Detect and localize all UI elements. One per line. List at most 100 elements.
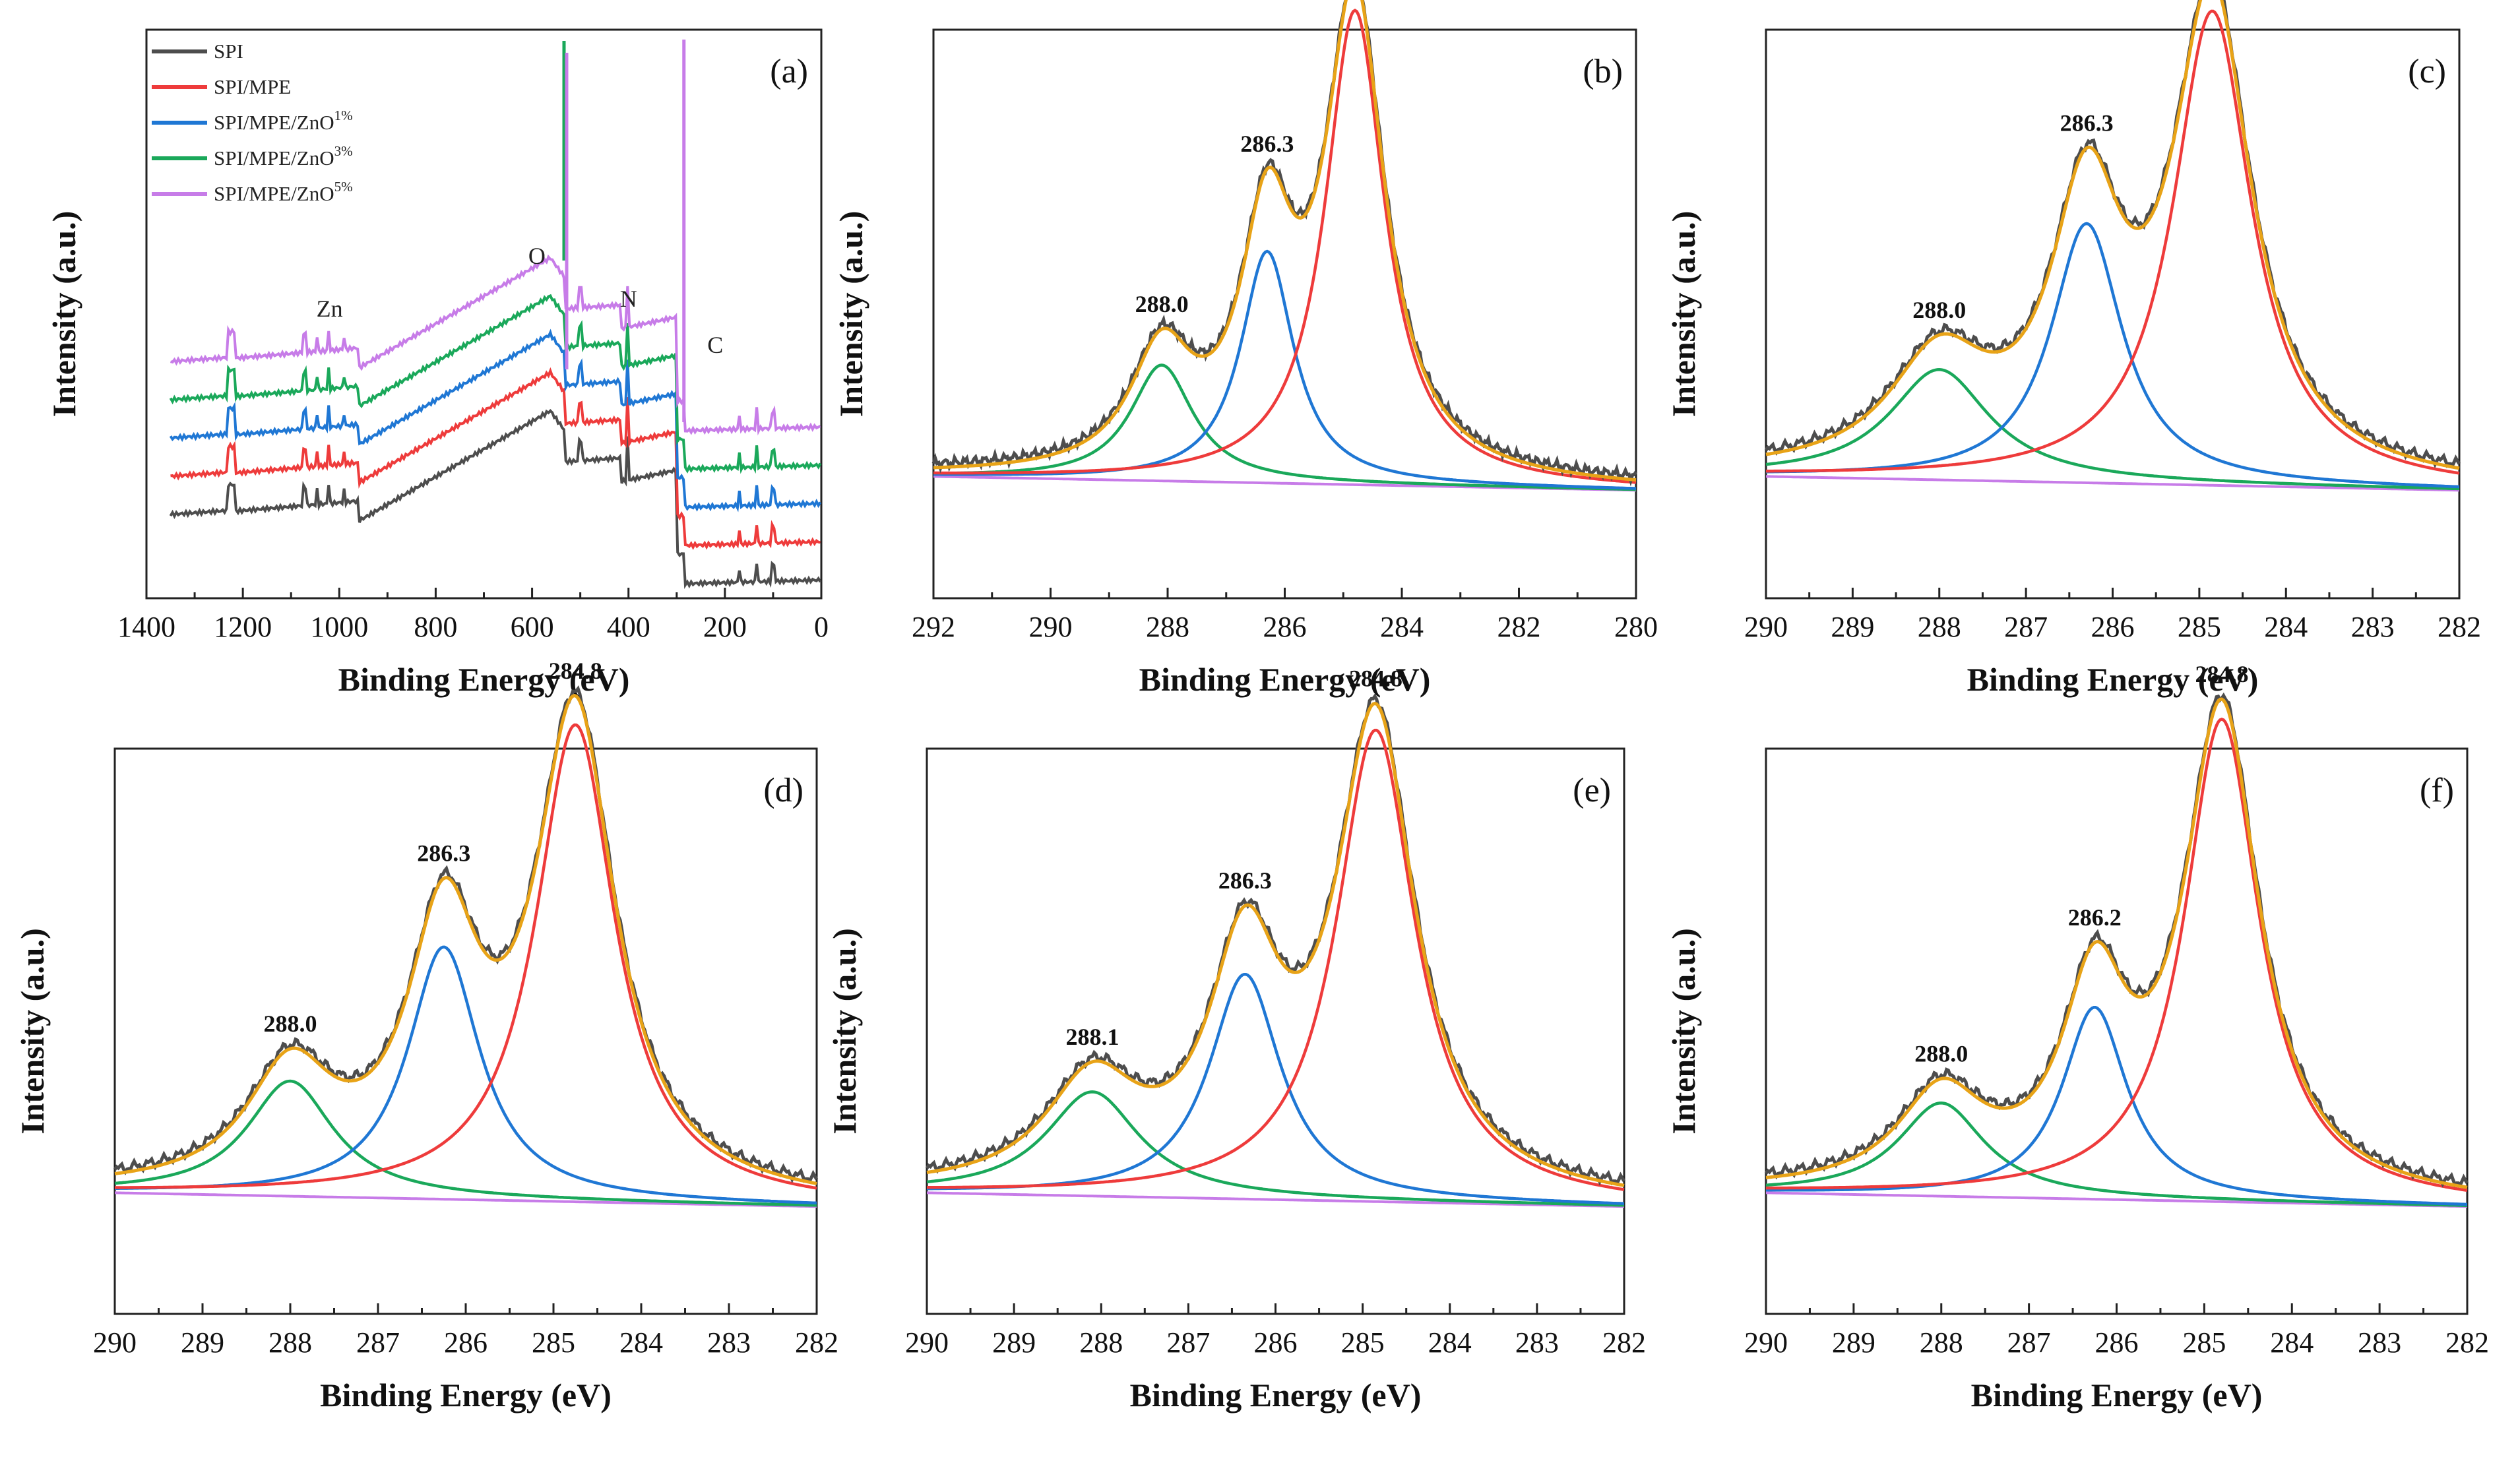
x-tick-label: 288: [1146, 611, 1189, 643]
y-axis-label: Intensity (a.u.): [1665, 928, 1702, 1134]
legend-label-sup: 5%: [334, 179, 353, 195]
legend-label-text: SPI/MPE/ZnO: [214, 111, 334, 134]
fit-envelope: [1765, 697, 2468, 1189]
x-tick-label: 600: [511, 611, 554, 643]
peak-label: 286.2: [2068, 904, 2122, 931]
background-line: [1765, 475, 2459, 492]
panel-label: (d): [763, 772, 803, 809]
x-tick-label: 284: [619, 1326, 663, 1359]
panel-label: (b): [1583, 53, 1623, 90]
x-tick-label: 290: [1029, 611, 1073, 643]
y-axis-label: Intensity (a.u.): [14, 928, 51, 1134]
fit-peak-286: [927, 972, 1625, 1205]
x-axis-label: Binding Energy (eV): [1139, 661, 1431, 698]
background-line: [927, 1191, 1625, 1208]
x-tick-label: 286: [1263, 611, 1307, 643]
legend-label-text: SPI/MPE: [214, 75, 291, 98]
peak-label: 286.3: [1218, 867, 1272, 894]
x-tick-label: 289: [181, 1326, 224, 1359]
legend-label-sup: 1%: [334, 108, 353, 123]
peak-label: 284.8: [2195, 661, 2248, 687]
fit-envelope: [114, 693, 817, 1185]
panel-e: 290 289 288 287 286 285 284 283 282 Binding Energ…: [826, 666, 1646, 1413]
element-label: N: [620, 286, 637, 312]
x-tick-label: 800: [414, 611, 457, 643]
x-tick-label: 286: [1254, 1326, 1298, 1359]
panel-b: 292 290 288 286 284 282 280 Binding Energy (eV)…: [833, 0, 1658, 698]
fit-peak-288: [114, 1079, 817, 1207]
legend-label-sup: 3%: [334, 143, 353, 159]
fit-peak-288: [933, 363, 1637, 491]
panel-label: (a): [770, 53, 808, 90]
x-axis-label: Binding Energy (eV): [1971, 1377, 2263, 1413]
x-tick-label: 283: [2351, 611, 2395, 643]
x-tick-label: 289: [992, 1326, 1036, 1359]
fit-peak-286: [933, 249, 1637, 490]
x-tick-label: 284: [2264, 611, 2308, 643]
x-tick-label: 290: [93, 1326, 137, 1359]
x-tick-label: 1400: [117, 611, 175, 643]
x-tick-label: 287: [2007, 1326, 2051, 1359]
survey-spectrum: [169, 408, 822, 589]
y-axis-label: Intensity (a.u.): [826, 928, 863, 1134]
panel-c: 290 289 288 287 286 285 284 283 282 Binding Energ…: [1665, 0, 2481, 698]
x-tick-label: 200: [703, 611, 747, 643]
x-axis-label: Binding Energy (eV): [320, 1377, 612, 1413]
panel-a: 1400 1200 1000 800 600 400 200 0 Binding Energy …: [46, 28, 829, 698]
legend-label-text: SPI/MPE/ZnO: [214, 146, 334, 170]
fit-peak-286: [115, 945, 817, 1205]
fit-peak-286: [1765, 222, 2460, 489]
background-line: [115, 1191, 817, 1208]
peak-label: 288.1: [1066, 1024, 1119, 1050]
fit-envelope: [933, 0, 1637, 482]
peak-label: 288.0: [1914, 1040, 1968, 1067]
plot-frame: [932, 28, 1637, 600]
x-tick-label: 292: [912, 611, 955, 643]
legend-label: SPI/MPE: [214, 75, 291, 98]
x-tick-label: 282: [2438, 611, 2481, 643]
x-tick-label: 282: [1602, 1326, 1646, 1359]
element-label: Zn: [317, 295, 343, 322]
y-axis-label: Intensity (a.u.): [833, 211, 869, 418]
x-tick-label: 284: [1428, 1326, 1472, 1359]
y-axis-label: Intensity (a.u.): [46, 211, 82, 418]
x-tick-label: 285: [2182, 1326, 2226, 1359]
fit-peak-288: [1765, 368, 2460, 491]
raw-spectrum: [1764, 692, 2469, 1189]
legend-label: SPI/MPE/ZnO5%: [214, 179, 353, 205]
fit-peak-288: [1765, 1102, 2468, 1208]
survey-spectrum: [169, 294, 822, 474]
legend-label: SPI: [214, 40, 243, 63]
fit-envelope: [1765, 0, 2460, 470]
x-tick-label: 283: [707, 1326, 751, 1359]
fit-envelope: [926, 701, 1625, 1187]
x-tick-label: 282: [2445, 1326, 2489, 1359]
background-line: [1766, 1191, 2468, 1208]
x-tick-label: 285: [2178, 611, 2221, 643]
x-tick-label: 286: [2091, 611, 2135, 643]
peak-label: 286.3: [2060, 109, 2114, 136]
x-tick-label: 285: [532, 1326, 575, 1359]
x-tick-label: 288: [1079, 1326, 1123, 1359]
survey-spectrum: [169, 328, 822, 512]
x-tick-label: 287: [1166, 1326, 1210, 1359]
x-tick-label: 290: [1744, 1326, 1788, 1359]
legend-label-text: SPI/MPE/ZnO: [214, 182, 334, 205]
fit-peak-284: [927, 728, 1625, 1191]
x-tick-label: 282: [795, 1326, 838, 1359]
x-tick-label: 290: [1744, 611, 1788, 643]
peak-label: 284.8: [1349, 666, 1402, 692]
peak-label: 284.8: [549, 658, 602, 684]
raw-spectrum: [113, 685, 819, 1185]
x-tick-label: 284: [1380, 611, 1424, 643]
x-tick-label: 287: [2004, 611, 2048, 643]
x-tick-label: 287: [356, 1326, 400, 1359]
fit-peak-286: [1766, 1006, 2467, 1206]
peak-label: 286.3: [417, 840, 470, 867]
survey-spectrum: [170, 254, 821, 436]
x-tick-label: 400: [607, 611, 650, 643]
panel-label: (c): [2408, 53, 2446, 90]
peak-label: 286.3: [1240, 131, 1294, 157]
x-tick-label: 286: [2095, 1326, 2139, 1359]
x-tick-label: 288: [1920, 1326, 1963, 1359]
